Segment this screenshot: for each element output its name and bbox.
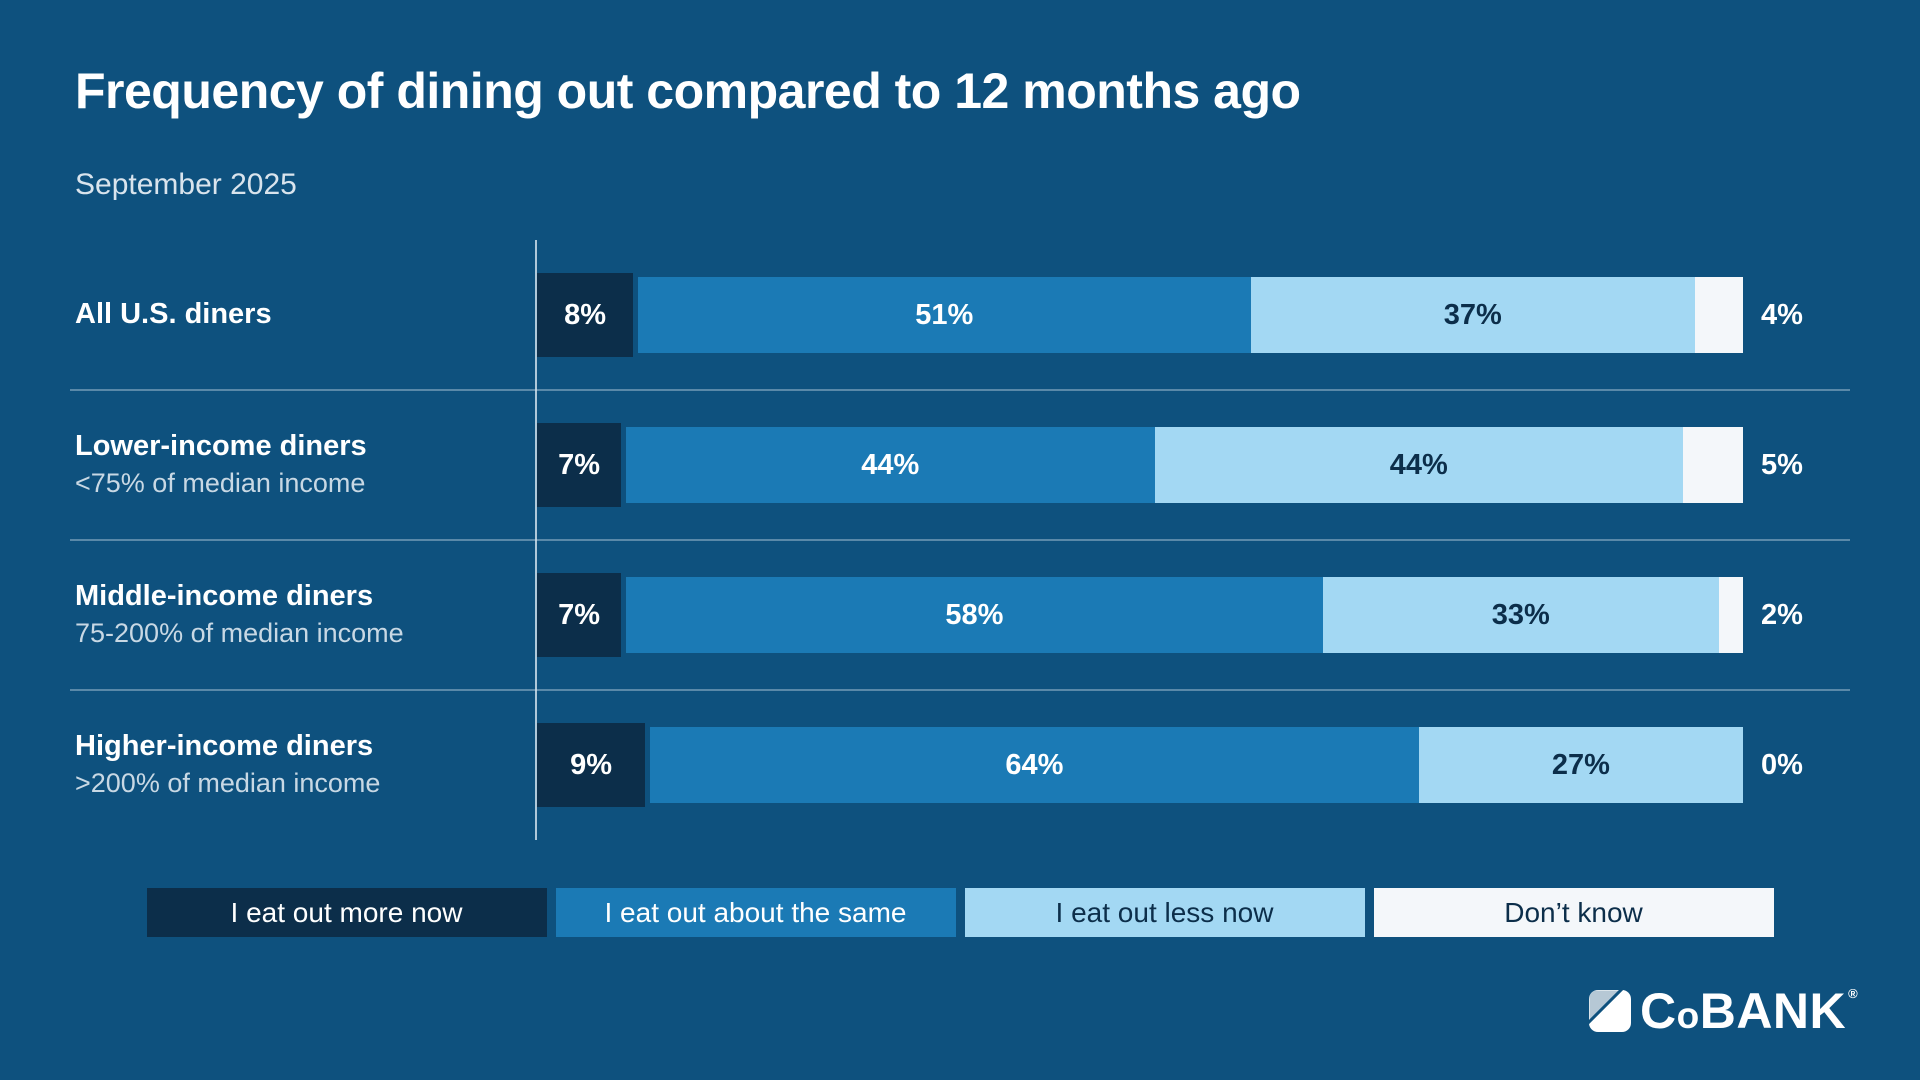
wordmark-o: o: [1676, 995, 1700, 1036]
chart-rows: All U.S. diners 8% 51% 37% 4% Lower-income di…: [0, 240, 1920, 840]
bar-segment-4: [1718, 577, 1743, 653]
cobank-logo-icon: [1588, 989, 1631, 1032]
bar-segment-3: 37%: [1250, 277, 1695, 353]
segment-value-label: 64%: [1005, 748, 1064, 781]
wordmark-c: C: [1640, 983, 1677, 1039]
bar-segment-2: 64%: [650, 727, 1419, 803]
bar-segment-3: 44%: [1154, 427, 1683, 503]
row-divider: [70, 539, 1850, 541]
segment-value-label: 27%: [1551, 748, 1610, 781]
bar-segment-1: 9%: [537, 723, 646, 807]
segment-value-label: 44%: [1389, 448, 1448, 481]
segment-value-label: 58%: [945, 598, 1004, 631]
segment-value-label: 7%: [558, 598, 600, 631]
segment-value-label: 37%: [1443, 298, 1502, 331]
segment-value-label: 33%: [1491, 598, 1550, 631]
logo-icon-slash: [1588, 989, 1625, 1026]
outside-value-label: 0%: [1760, 748, 1803, 781]
row-sublabel: 75-200% of median income: [75, 618, 404, 649]
row-label: All U.S. diners: [75, 298, 272, 331]
row-label-block: Lower-income diners <75% of median income: [75, 390, 525, 540]
bar-segment-1: 7%: [537, 423, 622, 507]
bar-segment-1: 7%: [537, 573, 622, 657]
segment-value-label: 44%: [861, 448, 920, 481]
outside-value-label: 2%: [1760, 598, 1803, 631]
bar-area: 8% 51% 37% 4%: [537, 240, 1917, 390]
row-sublabel: >200% of median income: [75, 768, 381, 799]
row-divider: [70, 689, 1850, 691]
segment-value-label: 51%: [915, 298, 974, 331]
row-label: Middle-income diners: [75, 580, 374, 613]
row-sublabel: <75% of median income: [75, 468, 366, 499]
row-label: Lower-income diners: [75, 430, 367, 463]
row-label-block: All U.S. diners: [75, 240, 525, 390]
row-label-block: Middle-income diners 75-200% of median in…: [75, 540, 525, 690]
segment-value-label: 7%: [558, 448, 600, 481]
legend-item: I eat out more now: [146, 888, 547, 937]
legend-item: Don’t know: [1373, 888, 1774, 937]
segment-value-label: 9%: [570, 748, 612, 781]
legend-item: I eat out less now: [964, 888, 1365, 937]
chart-row: Higher-income diners >200% of median inco…: [0, 690, 1920, 840]
outside-value-label: 4%: [1760, 298, 1803, 331]
baseline-axis: [535, 240, 537, 840]
bar-segment-3: 33%: [1322, 577, 1719, 653]
bar-segment-1: 8%: [537, 273, 634, 357]
bar-area: 7% 58% 33% 2%: [537, 540, 1917, 690]
registered-mark: ®: [1848, 986, 1859, 1001]
bar-segment-2: 58%: [626, 577, 1323, 653]
bar-area: 9% 64% 27% 0%: [537, 690, 1917, 840]
chart-row: Middle-income diners 75-200% of median in…: [0, 540, 1920, 690]
row-label: Higher-income diners: [75, 730, 374, 763]
bar-segment-2: 51%: [638, 277, 1251, 353]
chart-subtitle: September 2025: [75, 168, 297, 201]
bar-segment-4: [1694, 277, 1743, 353]
outside-value-label: 5%: [1760, 448, 1803, 481]
chart-row: Lower-income diners <75% of median income…: [0, 390, 1920, 540]
wordmark-bank: BANK: [1699, 983, 1847, 1039]
row-label-block: Higher-income diners >200% of median inco…: [75, 690, 525, 840]
bar-area: 7% 44% 44% 5%: [537, 390, 1917, 540]
bar-segment-3: 27%: [1418, 727, 1743, 803]
legend-item: I eat out about the same: [555, 888, 956, 937]
segment-value-label: 8%: [564, 298, 606, 331]
bar-segment-2: 44%: [626, 427, 1155, 503]
bar-segment-4: [1682, 427, 1743, 503]
legend: I eat out more now I eat out about the sa…: [0, 888, 1920, 937]
row-divider: [70, 389, 1850, 391]
chart-area: All U.S. diners 8% 51% 37% 4% Lower-income di…: [0, 240, 1920, 840]
chart-row: All U.S. diners 8% 51% 37% 4%: [0, 240, 1920, 390]
chart-title: Frequency of dining out compared to 12 m…: [75, 63, 1301, 119]
